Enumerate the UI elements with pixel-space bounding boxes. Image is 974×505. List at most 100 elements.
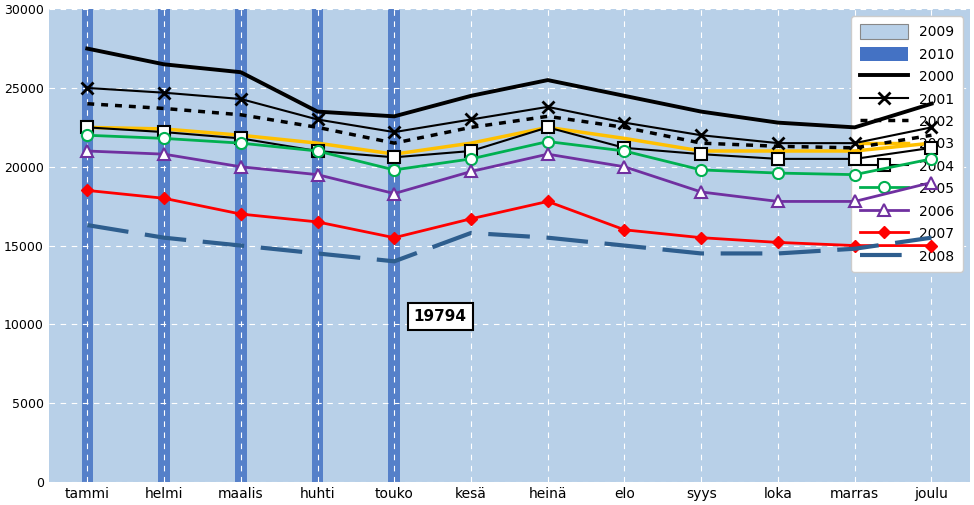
2008 [466, 230, 477, 236]
2005 [389, 167, 400, 173]
2007 [466, 216, 477, 222]
2002 [389, 140, 400, 146]
2004 [618, 145, 630, 151]
2003 [389, 151, 400, 157]
2007 [618, 227, 630, 233]
2003 [235, 132, 246, 138]
2002 [82, 100, 94, 107]
2005 [925, 156, 937, 162]
2005 [849, 172, 861, 178]
2000 [466, 93, 477, 99]
Bar [280, 159, 356, 482]
2005 [695, 167, 707, 173]
Text: 19794: 19794 [414, 309, 467, 324]
2003 [158, 126, 169, 132]
2004 [466, 148, 477, 154]
2002 [925, 132, 937, 138]
2001 [466, 117, 477, 123]
2005 [312, 148, 323, 154]
2004 [158, 129, 169, 135]
Line: 2004: 2004 [82, 122, 937, 165]
2004 [849, 156, 861, 162]
Bar [389, 9, 400, 482]
2002 [466, 124, 477, 130]
2008 [82, 222, 94, 228]
Bar [126, 151, 203, 482]
2000 [389, 113, 400, 119]
2004 [235, 135, 246, 141]
2008 [925, 235, 937, 241]
2000 [849, 124, 861, 130]
Line: 2003: 2003 [88, 127, 931, 154]
Bar [158, 9, 169, 482]
2007 [542, 198, 553, 205]
2005 [466, 156, 477, 162]
2006 [695, 189, 707, 195]
2007 [312, 219, 323, 225]
2007 [772, 239, 784, 245]
2003 [312, 140, 323, 146]
2002 [312, 124, 323, 130]
2006 [389, 190, 400, 196]
2007 [158, 195, 169, 201]
2005 [82, 132, 94, 138]
2002 [542, 113, 553, 119]
2001 [695, 132, 707, 138]
2001 [849, 140, 861, 146]
2008 [542, 235, 553, 241]
2004 [312, 148, 323, 154]
2005 [618, 148, 630, 154]
2000 [925, 100, 937, 107]
Bar [235, 9, 246, 482]
Bar [203, 151, 280, 482]
2006 [618, 164, 630, 170]
2001 [542, 104, 553, 110]
2000 [542, 77, 553, 83]
2000 [82, 45, 94, 52]
2000 [158, 61, 169, 67]
2002 [772, 143, 784, 149]
2004 [542, 124, 553, 130]
2005 [158, 135, 169, 141]
Bar [312, 9, 323, 482]
2006 [82, 148, 94, 154]
2005 [772, 170, 784, 176]
2004 [695, 151, 707, 157]
2002 [618, 124, 630, 130]
2008 [312, 250, 323, 257]
2001 [389, 129, 400, 135]
2003 [466, 140, 477, 146]
2001 [312, 117, 323, 123]
2008 [618, 242, 630, 248]
2008 [389, 258, 400, 264]
Line: 2008: 2008 [88, 225, 931, 261]
2004 [82, 124, 94, 130]
2003 [542, 124, 553, 130]
2008 [772, 250, 784, 257]
Line: 2002: 2002 [88, 104, 931, 148]
2006 [925, 179, 937, 185]
2000 [235, 69, 246, 75]
2000 [618, 93, 630, 99]
2002 [158, 106, 169, 112]
2002 [849, 145, 861, 151]
Line: 2000: 2000 [88, 48, 931, 127]
2004 [925, 145, 937, 151]
Line: 2007: 2007 [83, 186, 936, 250]
2005 [542, 138, 553, 144]
Legend: 2009, 2010, 2000, 2001, 2002, 2003, 2004, 2005, 2006, 2007, 2008: 2009, 2010, 2000, 2001, 2002, 2003, 2004… [851, 16, 963, 272]
Bar [82, 9, 94, 482]
2006 [466, 169, 477, 175]
2006 [235, 164, 246, 170]
2000 [312, 109, 323, 115]
Bar [356, 170, 432, 482]
2001 [158, 90, 169, 96]
2000 [695, 109, 707, 115]
2001 [772, 140, 784, 146]
Line: 2005: 2005 [82, 130, 937, 180]
2001 [82, 85, 94, 91]
2000 [772, 120, 784, 126]
Bar [49, 182, 126, 482]
Line: 2001: 2001 [81, 82, 938, 149]
2002 [235, 112, 246, 118]
